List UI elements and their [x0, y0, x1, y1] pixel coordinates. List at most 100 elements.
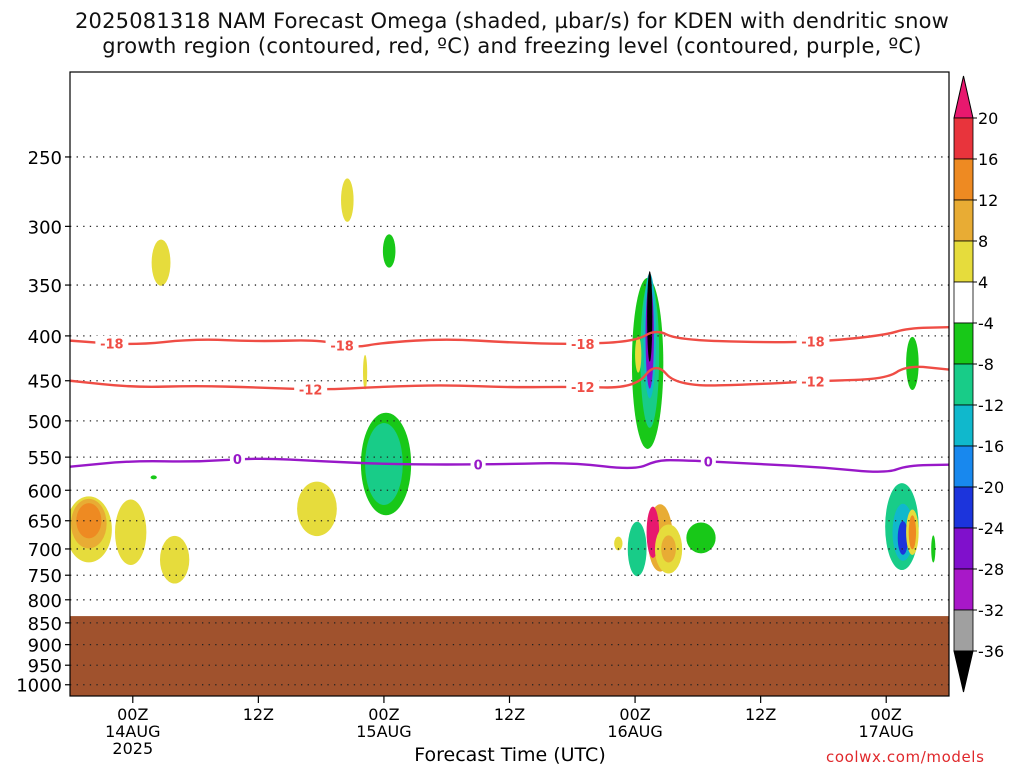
x-tick-label-6-1: 17AUG [859, 722, 914, 741]
x-tick-label-2-0: 00Z [368, 705, 399, 724]
colorbar-band-2 [953, 199, 974, 242]
colorbar-label--16: -16 [978, 437, 1004, 456]
colorbar-band-3 [953, 240, 974, 283]
dgz-contour-1-label-bg-1 [566, 378, 600, 395]
omega-cell-28 [897, 521, 909, 555]
dgz-contour-1-label-bg-2 [796, 373, 830, 390]
dgz-contour-0-label-0: -18 [100, 338, 124, 353]
x-tick-label-3-0: 12Z [494, 705, 525, 724]
x-tick-label-5-0: 12Z [745, 705, 776, 724]
colorbar-label--28: -28 [978, 560, 1004, 579]
dgz-contour-1-label-1: -12 [571, 381, 595, 396]
colorbar-label-8: 8 [978, 232, 988, 251]
colorbar-label--36: -36 [978, 642, 1004, 661]
dgz-contour-0-label-bg-2 [566, 335, 600, 352]
colorbar-label--12: -12 [978, 396, 1004, 415]
x-tick-label-6-0: 00Z [871, 705, 902, 724]
omega-colorbar: 20 16 12 8 4 -4 -8 -12 -16 -20 -24 -28 -32 -36 [953, 75, 1004, 693]
y-tick-label-950: 950 [28, 656, 62, 677]
dgz-contour-0-label-bg-3 [796, 333, 830, 350]
x-tick-label-4-1: 16AUG [607, 722, 662, 741]
freezing-contour-0-line [70, 457, 949, 473]
colorbar-band-8 [953, 445, 974, 488]
x-tick-label-2-1: 15AUG [356, 722, 411, 741]
freezing-contour-0-label-bg-2 [700, 453, 716, 470]
chart-title-line-2: growth region (contoured, red, ºC) and f… [102, 34, 922, 58]
x-tick-label-4-0: 00Z [619, 705, 650, 724]
y-tick-label-400: 400 [28, 327, 62, 348]
y-tick-label-1000: 1000 [16, 676, 62, 697]
y-tick-label-800: 800 [28, 591, 62, 612]
x-axis-label: Forecast Time (UTC) [414, 744, 606, 766]
y-tick-label-350: 350 [28, 276, 62, 297]
colorbar-band-7 [953, 404, 974, 447]
omega-cell-15 [614, 536, 623, 551]
colorbar-label-4: 4 [978, 273, 988, 292]
omega-cell-8 [341, 178, 354, 222]
omega-cell-6 [151, 239, 171, 286]
colorbar-label-12: 12 [978, 191, 998, 210]
below-ground-fill [70, 616, 949, 696]
y-tick-label-550: 550 [28, 448, 62, 469]
y-tick-label-700: 700 [28, 540, 62, 561]
y-tick-label-450: 450 [28, 372, 62, 393]
colorbar-label-16: 16 [978, 150, 998, 169]
omega-cell-5 [159, 535, 190, 584]
terrain-fill [70, 616, 949, 696]
dgz-contour-0-label-bg-0 [95, 335, 129, 352]
omega-cell-14 [686, 522, 716, 554]
pressure-gridlines [70, 156, 949, 686]
colorbar-label-20: 20 [978, 109, 998, 128]
colorbar-band-1 [953, 158, 974, 201]
colorbar-label--4: -4 [978, 314, 994, 333]
omega-shading [70, 178, 936, 584]
temperature-contours: -18 -18 -18 -18 -12 -12 -12 0 0 0 [70, 326, 949, 473]
omega-cell-3 [76, 503, 102, 539]
y-tick-label-650: 650 [28, 512, 62, 533]
y-tick-label-600: 600 [28, 481, 62, 502]
colorbar-band-6 [953, 363, 974, 406]
dgz-contour-1-label-0: -12 [299, 384, 323, 399]
colorbar-bottom-arrow [953, 650, 974, 693]
omega-cell-4 [114, 499, 147, 566]
colorbar-band-9 [953, 486, 974, 529]
freezing-contour-0-label-1: 0 [474, 458, 483, 473]
colorbar-band-10 [953, 527, 974, 570]
colorbar-band-4 [953, 281, 974, 324]
omega-cell-9 [382, 234, 396, 268]
colorbar-top-arrow [953, 75, 974, 119]
colorbar-label--8: -8 [978, 355, 994, 374]
chart-title-line-1: 2025081318 NAM Forecast Omega (shaded, µ… [74, 9, 950, 33]
dgz-contour-1-label-2: -12 [801, 375, 825, 390]
freezing-contour-0-label-bg-0 [229, 451, 245, 468]
freezing-contour-0-label-bg-1 [470, 456, 486, 473]
y-tick-label-900: 900 [28, 636, 62, 657]
colorbar-label--24: -24 [978, 519, 1004, 538]
omega-cell-7 [297, 481, 337, 537]
omega-cell-21 [635, 336, 642, 373]
freezing-contour-0-label-0: 0 [233, 453, 242, 468]
y-axis: 2503003504004505005506006507007508008509… [16, 148, 70, 697]
x-tick-label-0-2: 2025 [112, 739, 153, 758]
freezing-contour-0-label-2: 0 [704, 455, 713, 470]
y-tick-label-300: 300 [28, 217, 62, 238]
omega-cell-29 [906, 336, 919, 391]
omega-cell-0 [150, 475, 157, 480]
dgz-contour-0-label-2: -18 [571, 338, 595, 353]
omega-cell-31 [908, 515, 917, 550]
y-tick-label-250: 250 [28, 148, 62, 169]
y-tick-label-500: 500 [28, 412, 62, 433]
y-tick-label-750: 750 [28, 566, 62, 587]
x-tick-label-0-1: 14AUG [105, 722, 160, 741]
colorbar-band-11 [953, 568, 974, 611]
omega-cell-13 [627, 521, 647, 577]
y-tick-label-850: 850 [28, 614, 62, 635]
colorbar-band-12 [953, 609, 974, 652]
colorbar-label--32: -32 [978, 601, 1004, 620]
omega-cell-10 [363, 354, 368, 390]
colorbar-band-5 [953, 322, 974, 365]
dgz-contour-0-label-3: -18 [801, 336, 825, 351]
x-tick-label-1-0: 12Z [243, 705, 274, 724]
dgz-contour-0-label-bg-1 [325, 337, 359, 354]
